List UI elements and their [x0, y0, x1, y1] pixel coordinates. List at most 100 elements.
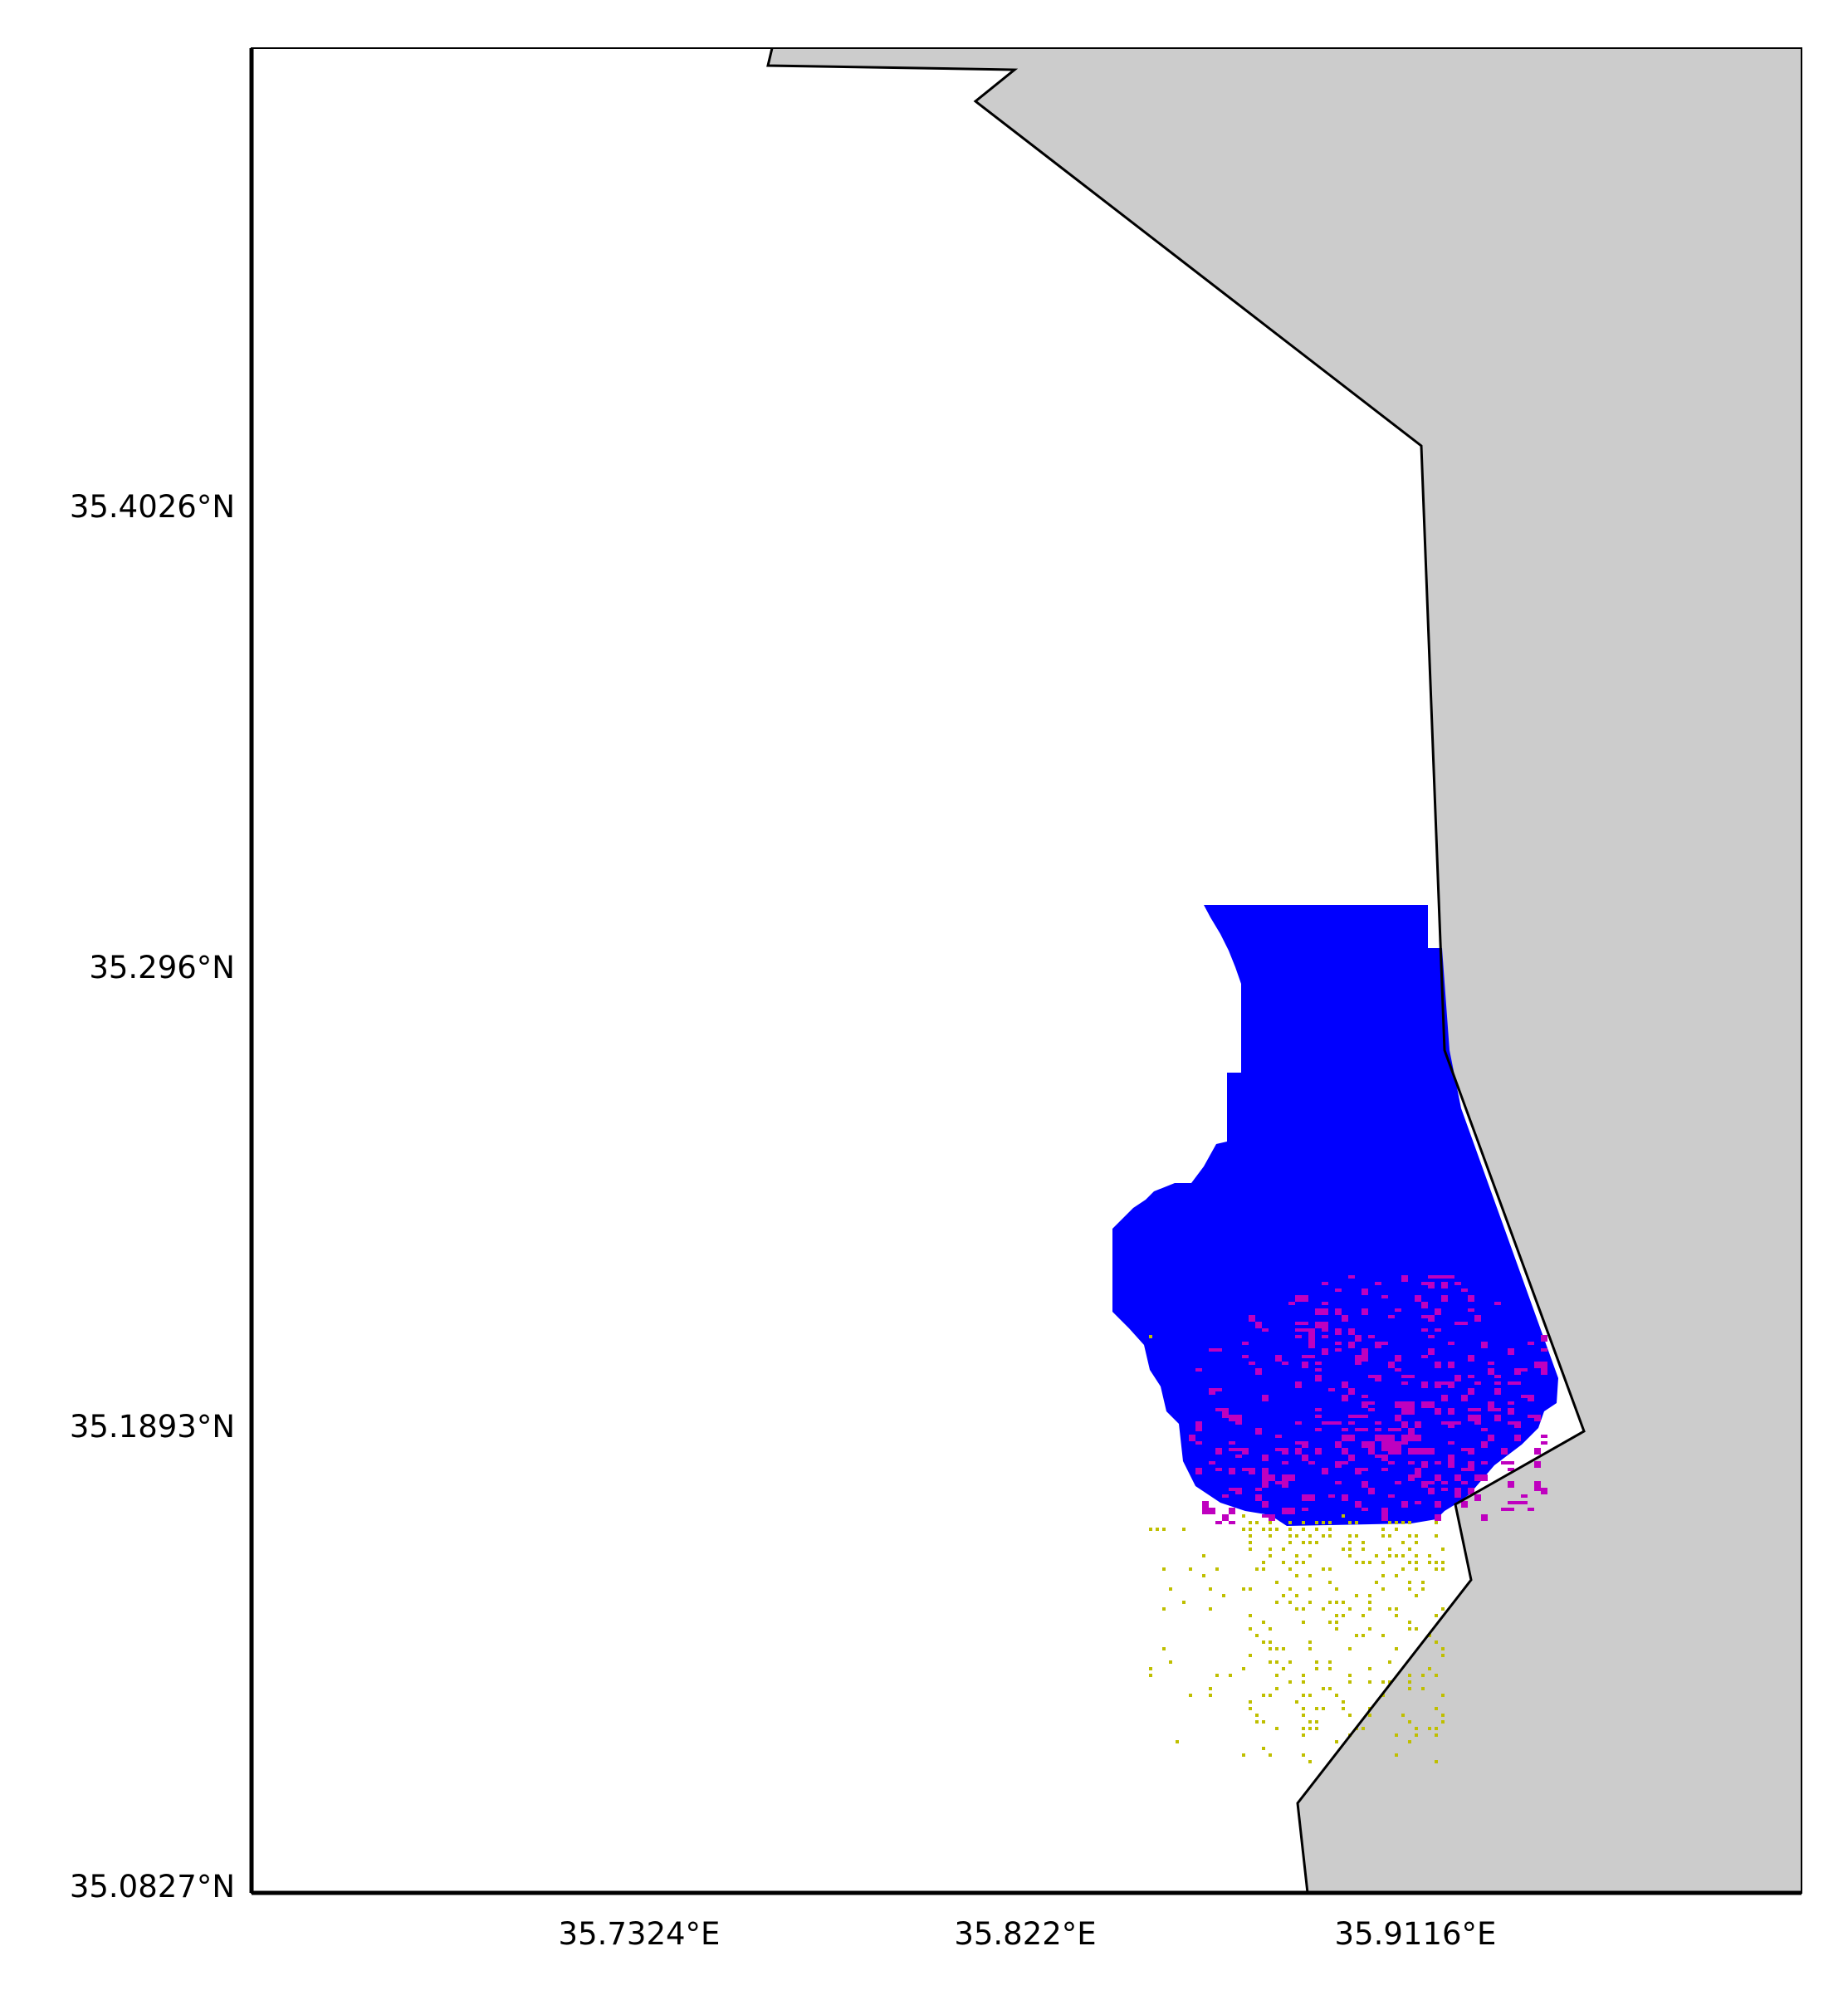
outside-cell	[1348, 1714, 1352, 1717]
outside-cell	[1335, 1740, 1338, 1743]
outside-cell	[1395, 1733, 1398, 1737]
overlap-cell	[1242, 1342, 1249, 1345]
overlap-cell	[1342, 1381, 1348, 1388]
outside-cells	[1149, 1335, 1445, 1763]
overlap-cell	[1255, 1322, 1262, 1328]
outside-cell	[1355, 1521, 1358, 1524]
outside-cell	[1288, 1534, 1292, 1538]
overlap-cell	[1362, 1481, 1368, 1488]
overlap-cell	[1448, 1441, 1454, 1445]
overlap-cell	[1388, 1435, 1395, 1441]
overlap-cell	[1275, 1448, 1282, 1451]
overlap-cell	[1428, 1315, 1435, 1322]
outside-cell	[1282, 1667, 1285, 1670]
outside-cell	[1401, 1567, 1405, 1571]
outside-cell	[1275, 1581, 1278, 1584]
coverage-region	[1112, 905, 1558, 1526]
outside-cell	[1249, 1541, 1252, 1544]
outside-cell	[1282, 1647, 1285, 1650]
outside-cell	[1368, 1561, 1371, 1564]
overlap-cell	[1534, 1488, 1541, 1491]
overlap-cell	[1428, 1481, 1435, 1484]
outside-cell	[1302, 1680, 1305, 1684]
outside-cell	[1415, 1727, 1418, 1730]
overlap-cell	[1308, 1342, 1315, 1348]
outside-cell	[1242, 1587, 1245, 1591]
outside-cell	[1348, 1534, 1352, 1538]
overlap-cell	[1395, 1401, 1401, 1408]
outside-cell	[1308, 1640, 1312, 1644]
overlap-cell	[1474, 1494, 1481, 1501]
overlap-cell	[1481, 1514, 1488, 1521]
outside-cell	[1308, 1541, 1312, 1544]
overlap-cell	[1508, 1348, 1514, 1355]
overlap-cell	[1508, 1401, 1514, 1405]
overlap-cell	[1381, 1514, 1388, 1521]
overlap-cell	[1494, 1375, 1501, 1378]
outside-cell	[1288, 1528, 1292, 1531]
outside-cell	[1282, 1548, 1285, 1551]
overlap-cell	[1362, 1415, 1368, 1418]
overlap-cell	[1534, 1461, 1541, 1468]
overlap-cell	[1342, 1428, 1348, 1431]
overlap-cell	[1322, 1335, 1328, 1338]
overlap-cell	[1315, 1408, 1322, 1411]
overlap-cell	[1541, 1435, 1547, 1438]
overlap-cell	[1415, 1474, 1421, 1478]
outside-cell	[1428, 1554, 1431, 1557]
overlap-cell	[1215, 1448, 1222, 1455]
overlap-cell	[1435, 1501, 1441, 1508]
overlap-cell	[1322, 1468, 1328, 1474]
outside-cell	[1335, 1601, 1338, 1604]
overlap-cell	[1395, 1448, 1401, 1455]
outside-cell	[1295, 1554, 1298, 1557]
overlap-cell	[1282, 1362, 1288, 1365]
outside-cell	[1328, 1528, 1332, 1531]
overlap-cell	[1481, 1461, 1488, 1464]
overlap-cell	[1209, 1508, 1215, 1514]
overlap-cell	[1441, 1481, 1448, 1484]
outside-cell	[1275, 1647, 1278, 1650]
outside-cell	[1381, 1528, 1385, 1531]
overlap-cell	[1348, 1455, 1355, 1461]
overlap-cell	[1501, 1508, 1508, 1511]
overlap-cell	[1315, 1322, 1322, 1328]
outside-cell	[1242, 1753, 1245, 1757]
overlap-cell	[1521, 1368, 1528, 1372]
outside-cell	[1408, 1534, 1411, 1538]
overlap-cell	[1381, 1342, 1388, 1345]
overlap-cell	[1435, 1408, 1441, 1415]
overlap-cell	[1322, 1302, 1328, 1305]
overlap-cell	[1408, 1474, 1415, 1481]
overlap-cell	[1295, 1335, 1302, 1338]
outside-cell	[1401, 1521, 1405, 1524]
overlap-cell	[1335, 1421, 1342, 1425]
overlap-cell	[1401, 1381, 1408, 1385]
outside-cell	[1388, 1607, 1391, 1611]
outside-cell	[1342, 1707, 1345, 1710]
outside-cell	[1288, 1680, 1292, 1684]
y-tick-label: 35.0827°N	[70, 1869, 235, 1905]
outside-cell	[1308, 1720, 1312, 1724]
overlap-cell	[1541, 1348, 1547, 1352]
outside-cell	[1435, 1707, 1438, 1710]
outside-cell	[1255, 1634, 1259, 1637]
outside-cell	[1362, 1548, 1365, 1551]
overlap-cell	[1488, 1408, 1494, 1411]
overlap-cell	[1381, 1441, 1388, 1448]
overlap-cell	[1209, 1348, 1215, 1352]
outside-cell	[1408, 1680, 1411, 1684]
overlap-cell	[1421, 1315, 1428, 1318]
overlap-cell	[1421, 1481, 1428, 1484]
outside-cell	[1401, 1714, 1405, 1717]
overlap-cell	[1508, 1468, 1514, 1471]
overlap-cell	[1501, 1461, 1508, 1464]
overlap-cell	[1255, 1368, 1262, 1375]
outside-cell	[1302, 1541, 1305, 1544]
overlap-cell	[1195, 1441, 1202, 1445]
overlap-cell	[1249, 1468, 1255, 1474]
outside-cell	[1328, 1567, 1332, 1571]
overlap-cell	[1521, 1501, 1528, 1504]
overlap-cell	[1474, 1421, 1481, 1425]
